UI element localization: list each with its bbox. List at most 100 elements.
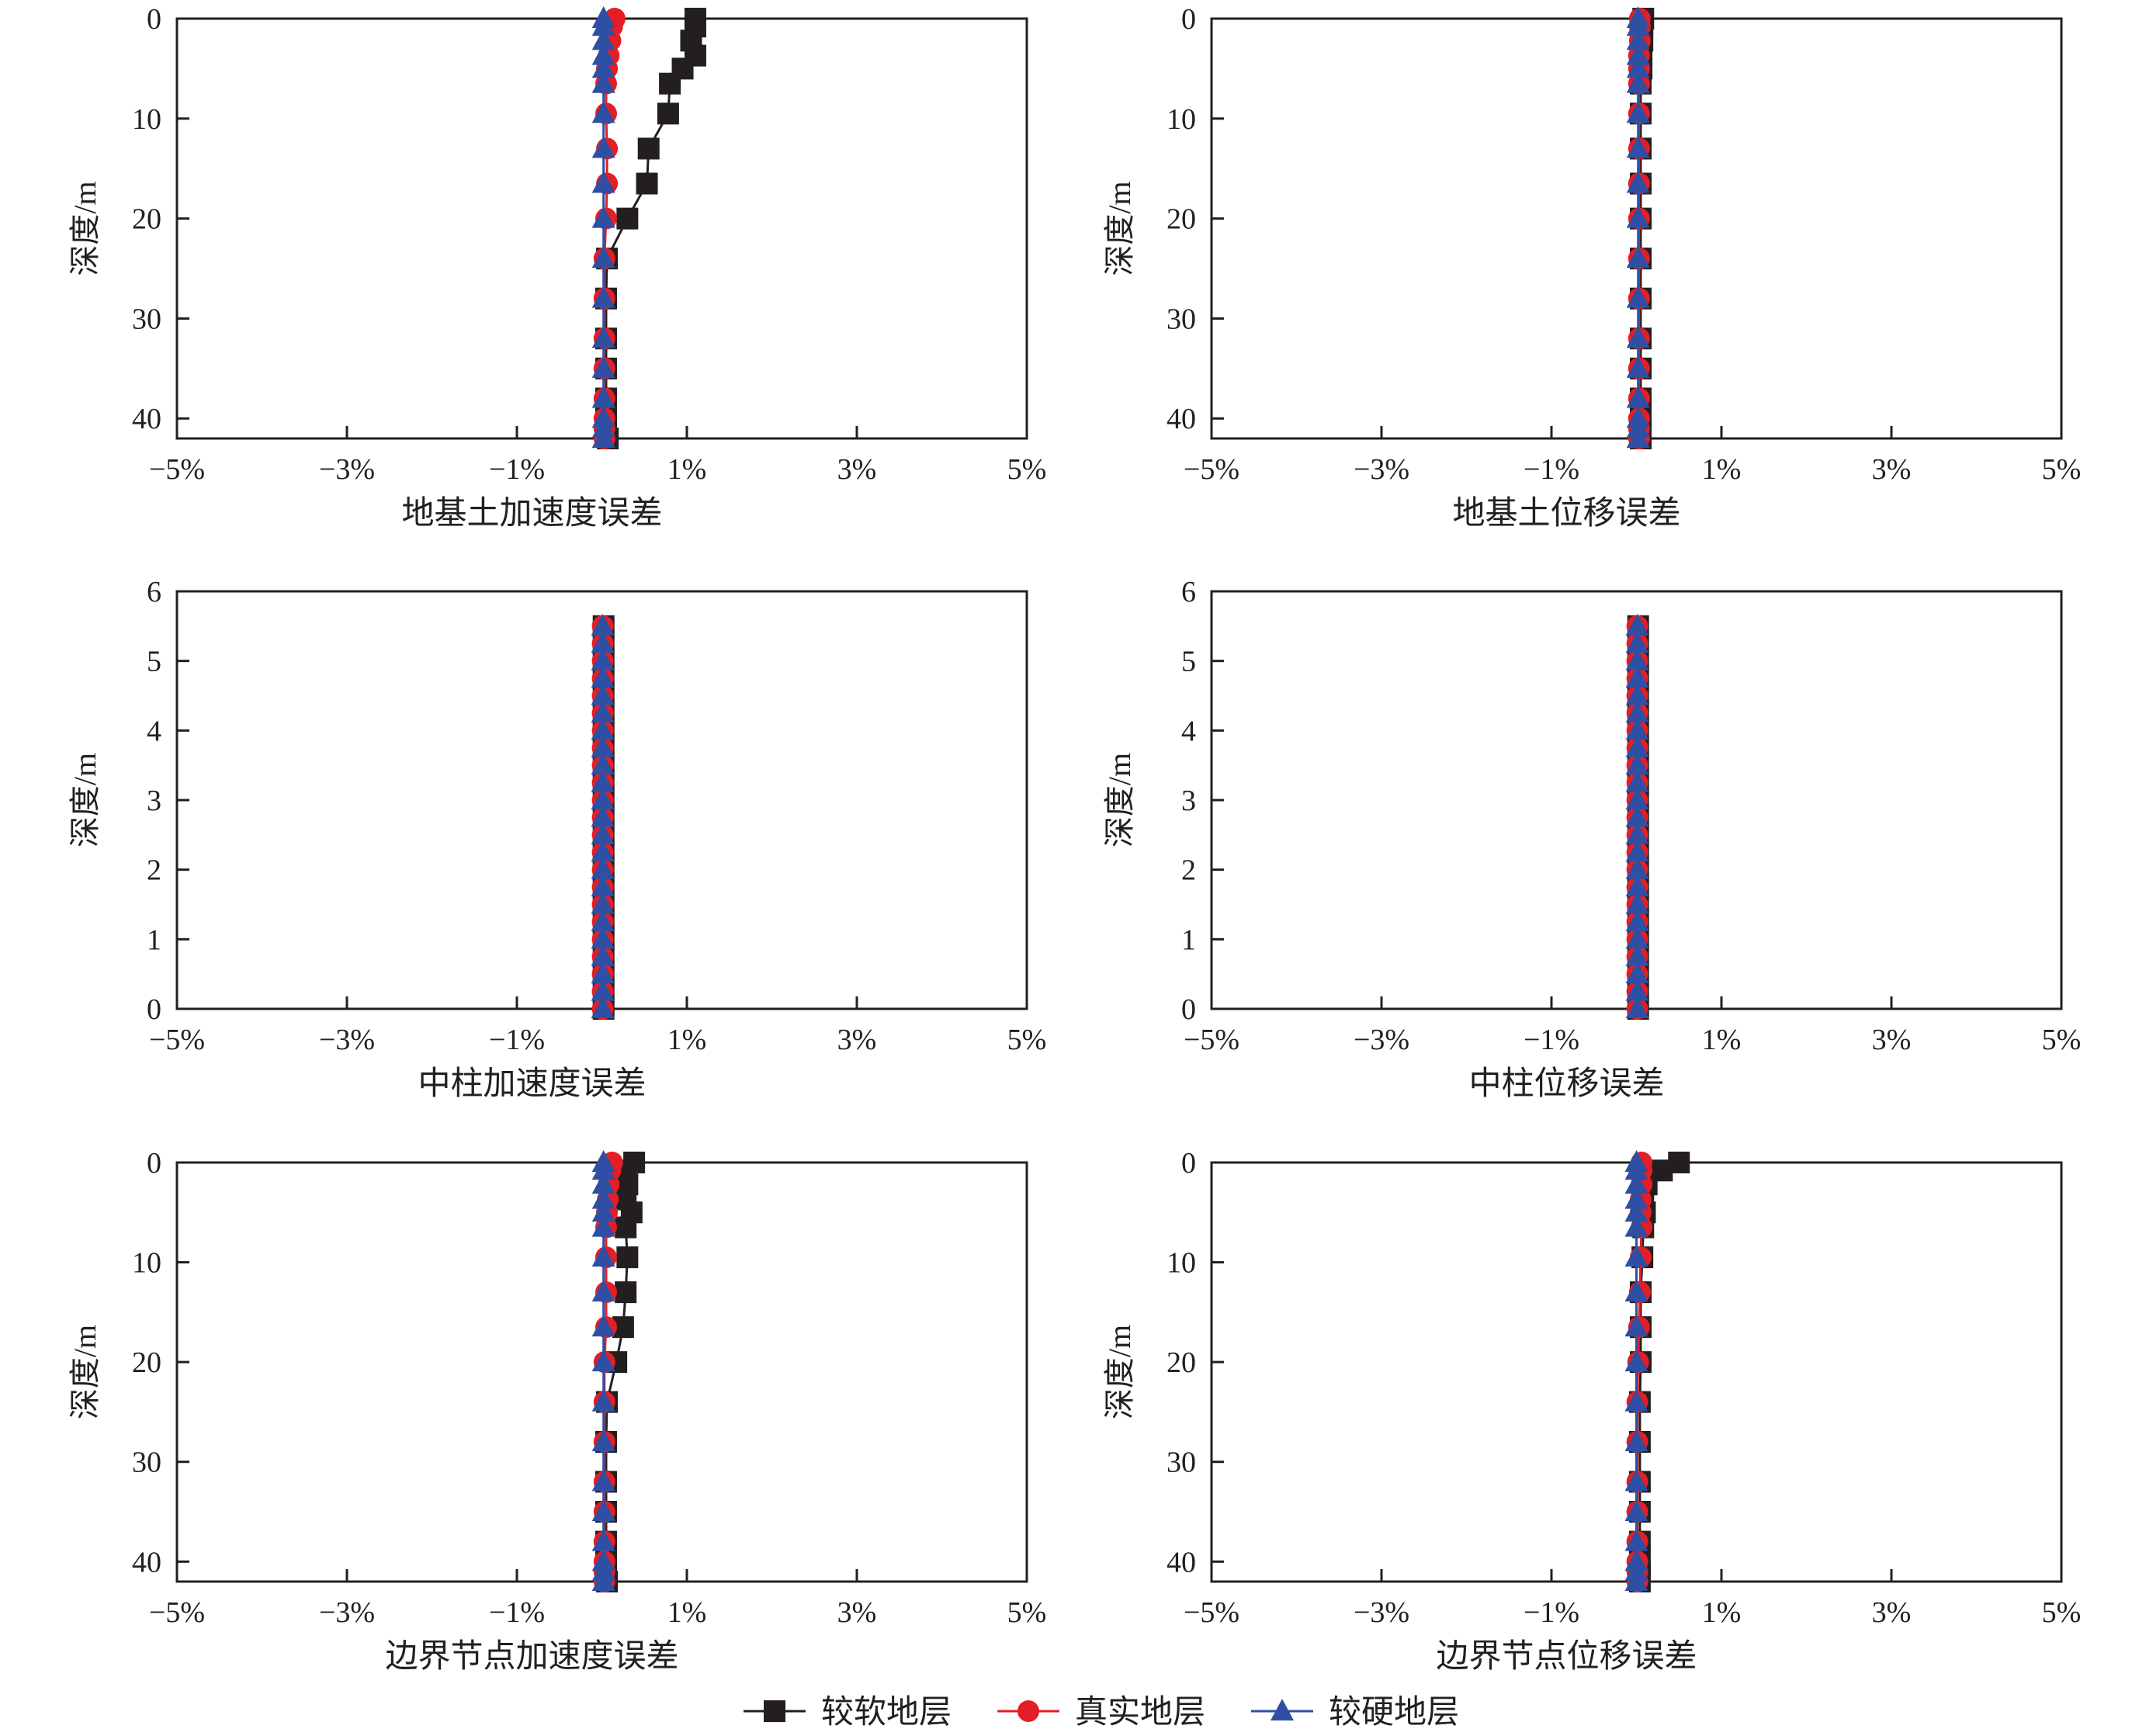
legend: 较软地层 真实地层 较硬地层 — [744, 1694, 1459, 1731]
data-point-hard — [1625, 683, 1649, 705]
data-point-hard — [1625, 892, 1649, 914]
data-point-hard — [591, 386, 615, 408]
y-axis-label: 深度/m — [1102, 181, 1137, 275]
data-point-soft — [616, 1246, 639, 1269]
data-point-hard — [1624, 1389, 1648, 1412]
y-tick-label: 40 — [132, 1546, 161, 1578]
y-tick-label: 4 — [147, 715, 161, 747]
x-tick-label: 3% — [837, 1024, 877, 1056]
data-point-hard — [591, 171, 615, 193]
x-tick-label: −3% — [1354, 1024, 1409, 1056]
data-point-hard — [591, 1569, 615, 1591]
legend-item-hard: 较硬地层 — [1251, 1694, 1459, 1731]
data-point-hard — [591, 56, 615, 78]
x-tick-label: 5% — [1007, 453, 1047, 486]
series-hard — [1624, 1150, 1648, 1591]
data-point-hard — [1626, 136, 1650, 158]
data-point-hard — [1625, 857, 1649, 879]
y-tick-label: 10 — [132, 1247, 161, 1280]
x-axis-title: 边界节点位移误差 — [1436, 1638, 1697, 1675]
y-axis-label: 深度/m — [68, 753, 102, 847]
legend-marker-square-icon — [764, 1700, 785, 1722]
x-axis-title: 中柱加速度误差 — [418, 1066, 646, 1102]
data-point-hard — [591, 28, 615, 50]
data-point-hard — [591, 1187, 615, 1209]
x-tick-label: −1% — [489, 1596, 545, 1629]
chart-panel-6: −5% −3% −1% 1% 3% 5% 0 10 20 30 40 深度/m 边界节点位移误差 — [1102, 1147, 2081, 1675]
data-point-hard — [1626, 171, 1650, 193]
data-point-hard — [1626, 206, 1650, 228]
y-tick-label: 30 — [1167, 1447, 1196, 1479]
series-hard — [591, 613, 615, 1018]
data-point-hard — [1626, 56, 1650, 78]
data-point-hard — [591, 1280, 615, 1302]
data-point-hard — [1624, 1350, 1648, 1372]
y-tick-label: 0 — [147, 3, 161, 36]
x-tick-label: 5% — [2042, 1024, 2082, 1056]
y-tick-label: 5 — [1181, 646, 1196, 678]
y-tick-label: 0 — [1181, 1147, 1196, 1180]
legend-label: 真实地层 — [1075, 1694, 1205, 1731]
y-tick-label: 4 — [1181, 715, 1196, 747]
x-tick-label: −3% — [319, 453, 375, 486]
data-point-soft — [615, 1281, 637, 1304]
x-tick-label: −3% — [1354, 453, 1409, 486]
legend-marker-triangle-icon — [1271, 1699, 1294, 1720]
y-tick-label: 40 — [132, 403, 161, 435]
data-point-hard — [1624, 1245, 1648, 1267]
x-axis-title: 中柱位移误差 — [1468, 1066, 1664, 1102]
data-point-hard — [1626, 426, 1650, 448]
data-point-hard — [591, 1200, 615, 1222]
y-tick-label: 10 — [132, 103, 161, 136]
data-point-hard — [591, 326, 615, 348]
data-point-hard — [1625, 788, 1649, 809]
data-point-hard — [1624, 1529, 1648, 1551]
y-tick-label: 20 — [132, 1346, 161, 1379]
data-point-hard — [591, 683, 615, 705]
data-point-hard — [591, 770, 615, 792]
legend-label: 较硬地层 — [1329, 1694, 1459, 1731]
data-point-hard — [1624, 1569, 1648, 1591]
data-point-hard — [591, 666, 615, 688]
data-point-hard — [1624, 1158, 1648, 1180]
data-point-hard — [591, 805, 615, 827]
data-point-hard — [591, 962, 615, 984]
y-tick-label: 5 — [147, 646, 161, 678]
y-tick-label: 10 — [1167, 103, 1196, 136]
series-hard — [1626, 6, 1650, 448]
x-tick-label: −3% — [319, 1596, 375, 1629]
y-tick-label: 30 — [1167, 303, 1196, 335]
x-tick-label: 5% — [1007, 1596, 1047, 1629]
data-point-hard — [1625, 944, 1649, 966]
data-point-hard — [591, 136, 615, 158]
data-point-hard — [1625, 648, 1649, 670]
data-point-hard — [591, 426, 615, 448]
data-point-hard — [591, 1172, 615, 1194]
series-hard — [1625, 613, 1649, 1018]
x-tick-label: −1% — [489, 453, 545, 486]
data-point-hard — [1626, 71, 1650, 93]
data-point-hard — [1625, 805, 1649, 827]
data-point-hard — [591, 979, 615, 1001]
y-tick-label: 0 — [1181, 3, 1196, 36]
data-point-hard — [1625, 822, 1649, 844]
data-point-hard — [1626, 43, 1650, 65]
y-axis-label: 深度/m — [68, 181, 102, 275]
x-tick-label: −1% — [1524, 1596, 1579, 1629]
legend-item-soft: 较软地层 — [744, 1694, 952, 1731]
y-tick-label: 30 — [132, 303, 161, 335]
data-point-hard — [591, 71, 615, 93]
y-tick-label: 10 — [1167, 1247, 1196, 1280]
data-point-hard — [591, 718, 615, 740]
legend-marker-circle-icon — [1017, 1700, 1039, 1722]
data-point-hard — [591, 944, 615, 966]
data-point-hard — [591, 1245, 615, 1267]
x-tick-label: 1% — [1702, 1596, 1742, 1629]
x-axis-title: 边界节点加速度误差 — [385, 1639, 678, 1675]
chart-panel-4: −5% −3% −1% 1% 3% 5% 0 1 2 3 4 5 6 深度/m 中柱位移误差 — [1102, 576, 2081, 1102]
x-tick-label: 1% — [1702, 453, 1742, 486]
data-point-hard — [1624, 1469, 1648, 1492]
x-tick-label: −5% — [149, 453, 205, 486]
x-tick-label: 1% — [667, 453, 707, 486]
chart-panel-5: −5% −3% −1% 1% 3% 5% 0 10 20 30 40 深度/m 边界节点加速度误差 — [68, 1147, 1046, 1675]
